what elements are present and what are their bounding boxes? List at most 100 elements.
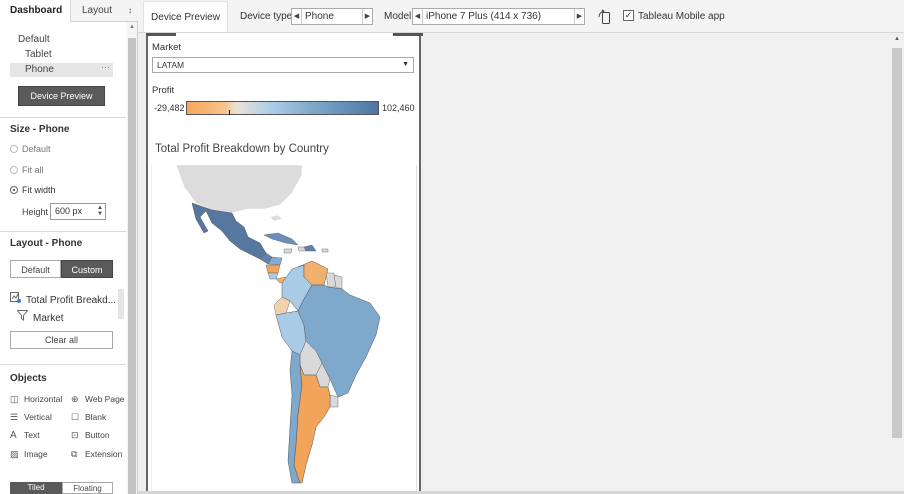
vertical-container-icon: ☰ bbox=[10, 412, 19, 422]
country-nicaragua bbox=[265, 264, 281, 274]
objects-title: Objects bbox=[10, 373, 47, 384]
country-cuba bbox=[263, 232, 299, 246]
floating-button[interactable]: Floating bbox=[62, 482, 113, 494]
scroll-up-icon[interactable]: ▲ bbox=[894, 36, 900, 42]
country-bahamas bbox=[269, 214, 283, 222]
scroll-thumb[interactable] bbox=[892, 48, 902, 438]
size-title: Size - Phone bbox=[10, 124, 70, 135]
country-mexico bbox=[191, 202, 267, 260]
rotate-device-icon[interactable] bbox=[597, 9, 613, 25]
country-puerto-rico bbox=[321, 248, 329, 253]
layout-default-button[interactable]: Default bbox=[10, 260, 61, 278]
previous-icon[interactable]: ◀ bbox=[413, 9, 423, 24]
country-haiti bbox=[297, 246, 307, 252]
next-icon[interactable]: ▶ bbox=[574, 9, 584, 24]
text-icon: A bbox=[10, 430, 17, 441]
button-icon: ⊡ bbox=[71, 430, 79, 440]
object-label: Image bbox=[24, 449, 48, 459]
tiled-button[interactable]: Tiled bbox=[10, 482, 62, 494]
market-filter-value: LATAM bbox=[157, 60, 185, 70]
profit-color-legend bbox=[186, 101, 379, 115]
left-scrollbar[interactable]: ▲ bbox=[127, 22, 137, 494]
object-extension[interactable]: ⧉ Extension bbox=[71, 449, 122, 460]
tab-layout[interactable]: Layout ↕ bbox=[72, 0, 138, 22]
size-option-label: Default bbox=[22, 144, 51, 154]
horizontal-container-icon: ◫ bbox=[10, 394, 19, 404]
layout-item-worksheet[interactable]: Total Profit Breakd... bbox=[10, 292, 116, 306]
size-option-fit-width[interactable]: Fit width bbox=[10, 185, 56, 195]
object-blank[interactable]: ☐ Blank bbox=[71, 412, 106, 423]
tab-device-preview[interactable]: Device Preview bbox=[143, 1, 228, 32]
country-costa-rica bbox=[267, 272, 279, 280]
device-tablet[interactable]: Tablet bbox=[25, 49, 52, 60]
country-ecuador bbox=[273, 296, 291, 316]
canvas-scrollbar[interactable]: ▲ bbox=[890, 34, 904, 494]
layout-item-label: Market bbox=[33, 313, 64, 324]
frame-corner bbox=[146, 33, 176, 36]
clear-all-button[interactable]: Clear all bbox=[10, 331, 113, 349]
object-vertical[interactable]: ☰ Vertical bbox=[10, 412, 52, 423]
size-option-default[interactable]: Default bbox=[10, 144, 51, 154]
country-brazil bbox=[297, 284, 381, 398]
scroll-thumb[interactable] bbox=[128, 38, 136, 494]
worksheet-icon bbox=[10, 292, 22, 306]
extension-icon: ⧉ bbox=[71, 449, 78, 459]
object-label: Vertical bbox=[24, 412, 52, 422]
filter-icon bbox=[16, 310, 29, 324]
profit-legend-min: -29,482 bbox=[154, 103, 185, 113]
object-text[interactable]: A Text bbox=[10, 430, 40, 441]
device-preview-button[interactable]: Device Preview bbox=[18, 86, 105, 106]
height-label: Height bbox=[22, 207, 49, 217]
next-icon[interactable]: ▶ bbox=[362, 9, 372, 24]
object-web-page[interactable]: ⊕ Web Page bbox=[71, 394, 125, 405]
mobile-app-label: Tableau Mobile app bbox=[638, 11, 725, 22]
device-phone-label: Phone bbox=[25, 64, 54, 75]
tab-layout-dropdown-icon[interactable]: ↕ bbox=[128, 6, 132, 15]
layout-item-label: Total Profit Breakd... bbox=[26, 295, 117, 306]
map-svg bbox=[175, 165, 381, 484]
device-type-value: Phone bbox=[305, 11, 334, 22]
device-preview-toolbar: Device Preview Device type ◀ Phone ▶ Mod… bbox=[138, 0, 904, 33]
item-list-scrollbar[interactable] bbox=[118, 289, 124, 319]
country-uruguay bbox=[329, 394, 339, 408]
pane-tabs: Dashboard Layout ↕ bbox=[0, 0, 138, 22]
layout-item-market[interactable]: Market bbox=[16, 310, 64, 324]
model-select[interactable]: ◀ iPhone 7 Plus (414 x 736) ▶ bbox=[412, 8, 585, 25]
bottom-scrollbar[interactable] bbox=[138, 491, 904, 494]
object-label: Blank bbox=[85, 412, 107, 422]
object-label: Web Page bbox=[85, 394, 125, 404]
size-option-fit-all[interactable]: Fit all bbox=[10, 165, 44, 175]
more-options-icon[interactable]: ··· bbox=[101, 62, 110, 72]
object-image[interactable]: ▨ Image bbox=[10, 449, 48, 460]
market-filter-dropdown[interactable]: LATAM ▼ bbox=[152, 57, 414, 73]
device-phone[interactable]: Phone ··· bbox=[10, 62, 113, 77]
profit-legend-max: 102,460 bbox=[382, 103, 415, 113]
divider bbox=[0, 364, 126, 365]
object-horizontal[interactable]: ◫ Horizontal bbox=[10, 394, 62, 405]
object-button[interactable]: ⊡ Button bbox=[71, 430, 110, 441]
height-input[interactable]: 600 px ▲ ▼ bbox=[50, 203, 106, 220]
tab-dashboard[interactable]: Dashboard bbox=[0, 0, 71, 22]
tab-layout-label: Layout bbox=[82, 5, 113, 16]
frame-corner bbox=[393, 33, 423, 36]
mobile-app-checkbox[interactable]: ✓ bbox=[623, 10, 634, 21]
scroll-up-icon[interactable]: ▲ bbox=[129, 24, 135, 30]
divider bbox=[0, 117, 126, 118]
chevron-down-icon: ▼ bbox=[402, 61, 409, 68]
height-stepper-icon[interactable]: ▲ ▼ bbox=[97, 205, 103, 217]
country-argentina bbox=[293, 364, 331, 484]
profit-map[interactable] bbox=[151, 165, 417, 494]
device-default[interactable]: Default bbox=[18, 34, 50, 45]
device-type-select[interactable]: ◀ Phone ▶ bbox=[291, 8, 373, 25]
globe-icon: ⊕ bbox=[71, 394, 79, 404]
map-title: Total Profit Breakdown by Country bbox=[155, 143, 329, 155]
previous-icon[interactable]: ◀ bbox=[292, 9, 302, 24]
market-filter-label: Market bbox=[152, 42, 182, 53]
country-jamaica bbox=[283, 248, 293, 254]
layout-custom-button[interactable]: Custom bbox=[61, 260, 113, 278]
model-value: iPhone 7 Plus (414 x 736) bbox=[426, 11, 542, 22]
object-label: Extension bbox=[85, 449, 123, 459]
model-label: Model bbox=[384, 11, 412, 22]
country-dominican-republic bbox=[303, 244, 317, 252]
object-label: Text bbox=[24, 430, 40, 440]
